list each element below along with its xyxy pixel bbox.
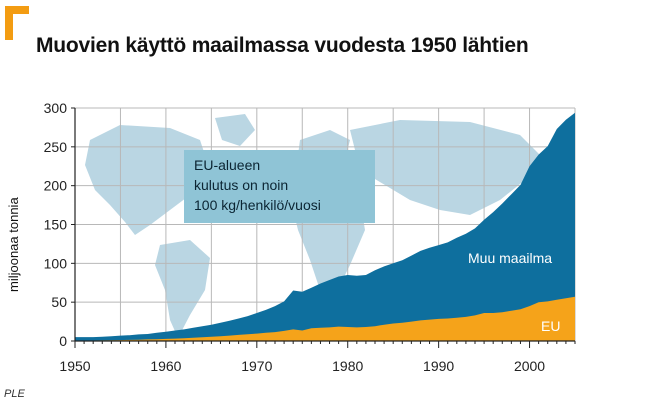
y-tick-label: 150	[44, 217, 68, 233]
y-tick-label: 200	[44, 178, 68, 194]
x-tick-label: 1960	[150, 358, 181, 374]
area-muu-maailma	[75, 112, 575, 341]
source-label: PLE	[4, 388, 25, 400]
x-tick-label: 1980	[332, 358, 363, 374]
corner-accent-mark	[5, 6, 29, 40]
annotation-line-1: EU-alueen	[194, 157, 261, 173]
y-tick-label: 50	[51, 294, 67, 310]
area-series-group	[75, 112, 575, 341]
annotation-line-2: kulutus on noin	[194, 177, 289, 193]
x-tick-label: 1990	[423, 358, 454, 374]
annotation-box: EU-alueen kulutus on noin 100 kg/henkilö…	[184, 150, 375, 223]
x-tick-labels: 1950 1960 1970 1980 1990 2000	[59, 358, 545, 374]
y-tick-label: 250	[44, 139, 68, 155]
y-tick-label: 300	[44, 100, 68, 116]
x-tick-label: 1950	[59, 358, 90, 374]
y-tick-label: 100	[44, 255, 68, 271]
area-eu	[75, 296, 575, 341]
series-label-muu-maailma: Muu maailma	[468, 250, 552, 266]
annotation-line-3: 100 kg/henkilö/vuosi	[194, 197, 321, 213]
axes-group	[71, 107, 576, 348]
series-label-eu: EU	[541, 318, 560, 334]
x-tick-label: 2000	[514, 358, 545, 374]
chart-title: Muovien käyttö maailmassa vuodesta 1950 …	[36, 34, 529, 57]
y-tick-labels: 0 50 100 150 200 250 300	[44, 100, 68, 349]
greenland-shape	[215, 114, 255, 146]
south-america-shape	[155, 240, 210, 338]
asia-shape	[350, 120, 540, 215]
x-tick-label: 1970	[241, 358, 272, 374]
north-america-shape	[85, 125, 210, 235]
y-tick-label: 0	[59, 333, 67, 349]
